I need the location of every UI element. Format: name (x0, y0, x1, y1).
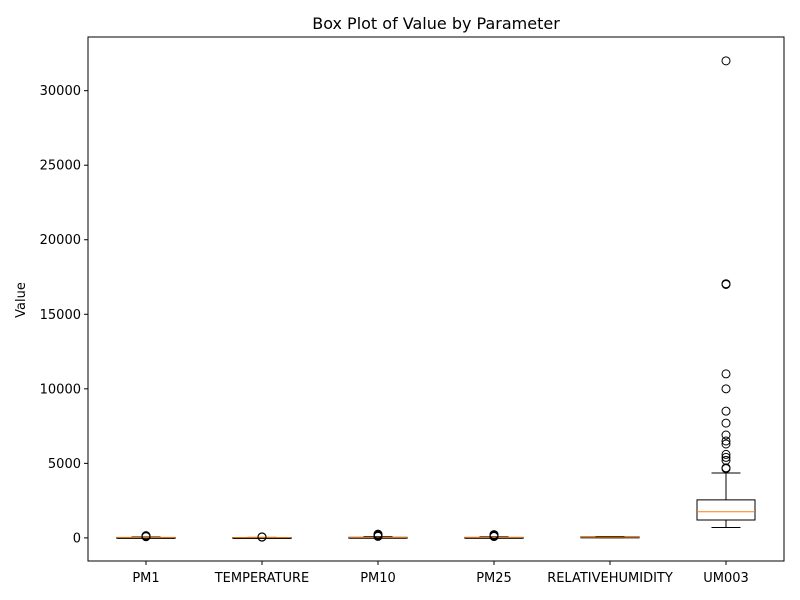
y-tick-label: 0 (73, 531, 81, 546)
chart-title: Box Plot of Value by Parameter (312, 14, 560, 33)
box-um003 (696, 56, 756, 528)
x-tick-label: PM1 (132, 571, 159, 586)
y-tick-label: 5000 (48, 457, 81, 472)
boxes-group (116, 56, 756, 542)
y-axis: 0 5000 10000 15000 20000 25000 30000 (40, 84, 88, 546)
x-tick-label: RELATIVEHUMIDITY (547, 571, 673, 586)
outlier-point (721, 56, 731, 66)
box-pm1 (116, 531, 176, 542)
y-axis-label: Value (14, 282, 29, 318)
box-pm25 (464, 530, 524, 542)
outlier-point (721, 369, 731, 379)
y-tick-label: 20000 (40, 233, 81, 248)
y-tick-label: 30000 (40, 84, 81, 99)
x-tick-label: PM25 (476, 571, 512, 586)
outlier-point (721, 449, 731, 459)
outlier-point (721, 455, 731, 465)
box-pm10 (348, 529, 408, 541)
outlier-point (721, 436, 731, 446)
outlier-point (141, 531, 151, 541)
y-tick-label: 25000 (40, 159, 81, 174)
outlier-point (721, 463, 731, 473)
iqr-box (696, 499, 756, 521)
box-relativehumidity (580, 535, 640, 539)
outlier-point (721, 452, 731, 462)
y-tick-label: 15000 (40, 308, 81, 323)
outlier-point (721, 279, 731, 289)
x-axis: PM1 TEMPERATURE PM10 PM25 RELATIVEHUMIDITY UM… (132, 561, 749, 586)
outlier-point (721, 430, 731, 440)
x-tick-label: PM10 (360, 571, 396, 586)
outlier-point (721, 406, 731, 416)
plot-frame (87, 36, 785, 562)
box-temperature (232, 532, 292, 542)
y-tick-label: 10000 (40, 382, 81, 397)
x-tick-label: UM003 (703, 571, 749, 586)
outlier-point (721, 384, 731, 394)
outlier-point (489, 530, 499, 540)
outlier-point (721, 439, 731, 449)
outlier-point (721, 418, 731, 428)
x-tick-label: TEMPERATURE (214, 571, 310, 586)
outlier-point (373, 529, 383, 539)
outlier-point (257, 532, 267, 542)
